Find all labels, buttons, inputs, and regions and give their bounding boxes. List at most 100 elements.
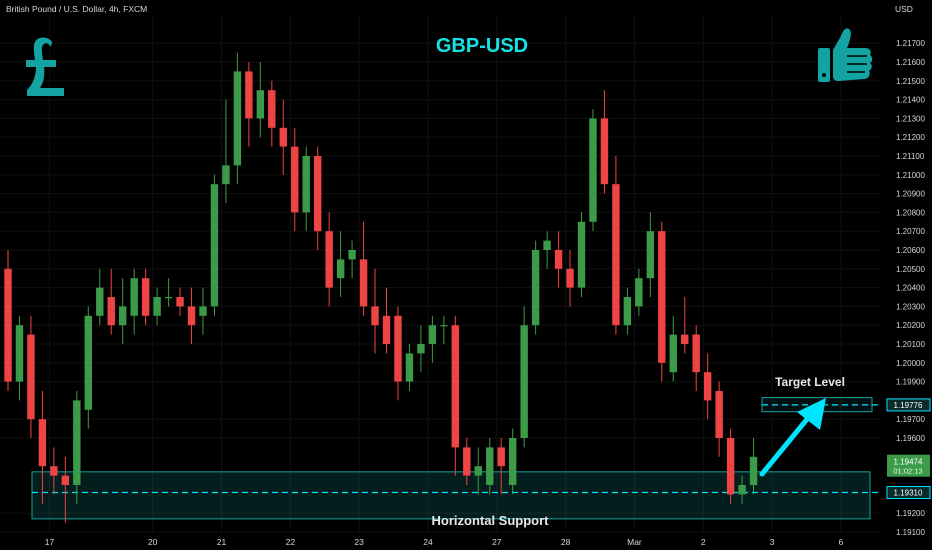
level-price-text: 1.19776: [894, 401, 923, 410]
candle-body: [256, 90, 265, 119]
x-tick-label: Mar: [627, 537, 642, 547]
candle-body: [451, 325, 460, 448]
candle-body: [577, 221, 586, 288]
y-tick-label: 1.20300: [896, 302, 925, 311]
candle: [417, 325, 425, 373]
candle: [336, 231, 345, 297]
candle: [153, 287, 161, 326]
candle: [325, 212, 333, 307]
candle: [187, 287, 196, 344]
y-tick-label: 1.19600: [896, 434, 925, 443]
x-tick-label: 21: [217, 537, 227, 547]
candle-body: [199, 306, 207, 316]
axis-layer: 1.21700 1.21600 1.21500 1.21400 1.21300 1.212…: [45, 39, 926, 547]
candle: [474, 447, 482, 495]
candle: [600, 90, 609, 194]
candle: [84, 306, 92, 429]
candle: [486, 438, 494, 495]
candle: [222, 99, 230, 203]
candle-body: [371, 306, 379, 326]
candle: [738, 475, 746, 504]
candle: [577, 212, 586, 297]
level-price-tag: [886, 486, 931, 500]
y-tick-label: 1.21000: [896, 171, 925, 180]
y-tick-label: 1.20700: [896, 227, 925, 236]
candle: [692, 325, 700, 391]
y-tick-label: 1.21300: [896, 114, 925, 123]
y-tick-label: 1.21100: [896, 152, 925, 161]
y-tick-label: 1.20500: [896, 265, 925, 274]
candle-body: [107, 297, 115, 326]
candle-body: [394, 315, 402, 382]
candle-body: [440, 325, 448, 327]
candle-layer: [4, 52, 758, 523]
countdown-text: 01:02:13: [893, 467, 922, 476]
candle: [394, 306, 402, 401]
candle: [531, 240, 540, 335]
candle-body: [405, 353, 414, 382]
current-price-text: 1.19474: [894, 458, 923, 467]
candle: [428, 315, 437, 363]
candle-body: [73, 400, 81, 485]
candle: [291, 127, 299, 232]
candle: [646, 212, 655, 297]
grid-layer: [0, 15, 880, 533]
candle-body: [669, 334, 677, 373]
candle: [61, 456, 70, 523]
candle: [451, 315, 460, 476]
candle: [4, 250, 12, 391]
candle-body: [543, 240, 551, 250]
candle-body: [738, 485, 746, 495]
x-tick-label: 20: [148, 537, 158, 547]
candle: [463, 438, 471, 485]
candle: [520, 306, 528, 448]
candle: [256, 62, 265, 138]
candle-body: [497, 447, 505, 467]
candle-body: [176, 297, 184, 307]
y-tick-label: 1.19100: [896, 528, 925, 537]
candle-body: [38, 419, 47, 467]
candle-body: [84, 315, 92, 410]
candle-body: [474, 466, 482, 476]
candle: [566, 250, 574, 307]
candle-body: [600, 118, 609, 185]
candle: [107, 268, 115, 335]
candle: [703, 353, 712, 420]
candle-body: [531, 250, 540, 326]
candle: [543, 231, 551, 269]
x-tick-label: 6: [839, 537, 844, 547]
candle-body: [153, 297, 161, 316]
candle-body: [681, 334, 689, 344]
candle: [405, 344, 414, 391]
y-tick-label: 1.20100: [896, 340, 925, 349]
candle-body: [15, 325, 24, 382]
candle: [73, 391, 81, 504]
candle: [715, 381, 723, 457]
candle-body: [27, 334, 35, 420]
candle-body: [703, 372, 712, 401]
candle-body: [187, 306, 196, 326]
candle-body: [566, 268, 574, 288]
pound-sign-icon: [26, 37, 64, 96]
candle-body: [749, 456, 758, 485]
candle-body: [715, 391, 723, 438]
candle: [508, 428, 517, 495]
candle: [210, 174, 219, 316]
y-tick-label: 1.20900: [896, 190, 925, 199]
candle: [612, 156, 620, 335]
candle: [27, 315, 35, 438]
candle: [302, 146, 310, 232]
y-tick-label: 1.21600: [896, 58, 925, 67]
y-tick-label: 1.20800: [896, 208, 925, 217]
thumbs-up-icon: [818, 28, 873, 82]
candle-body: [635, 278, 643, 307]
x-tick-label: 17: [45, 537, 55, 547]
candle: [359, 221, 368, 316]
target-level-label: Target Level: [775, 375, 845, 389]
candle: [658, 221, 666, 382]
candle-body: [141, 278, 150, 316]
candle: [96, 268, 104, 326]
target-arrow: [759, 398, 826, 477]
